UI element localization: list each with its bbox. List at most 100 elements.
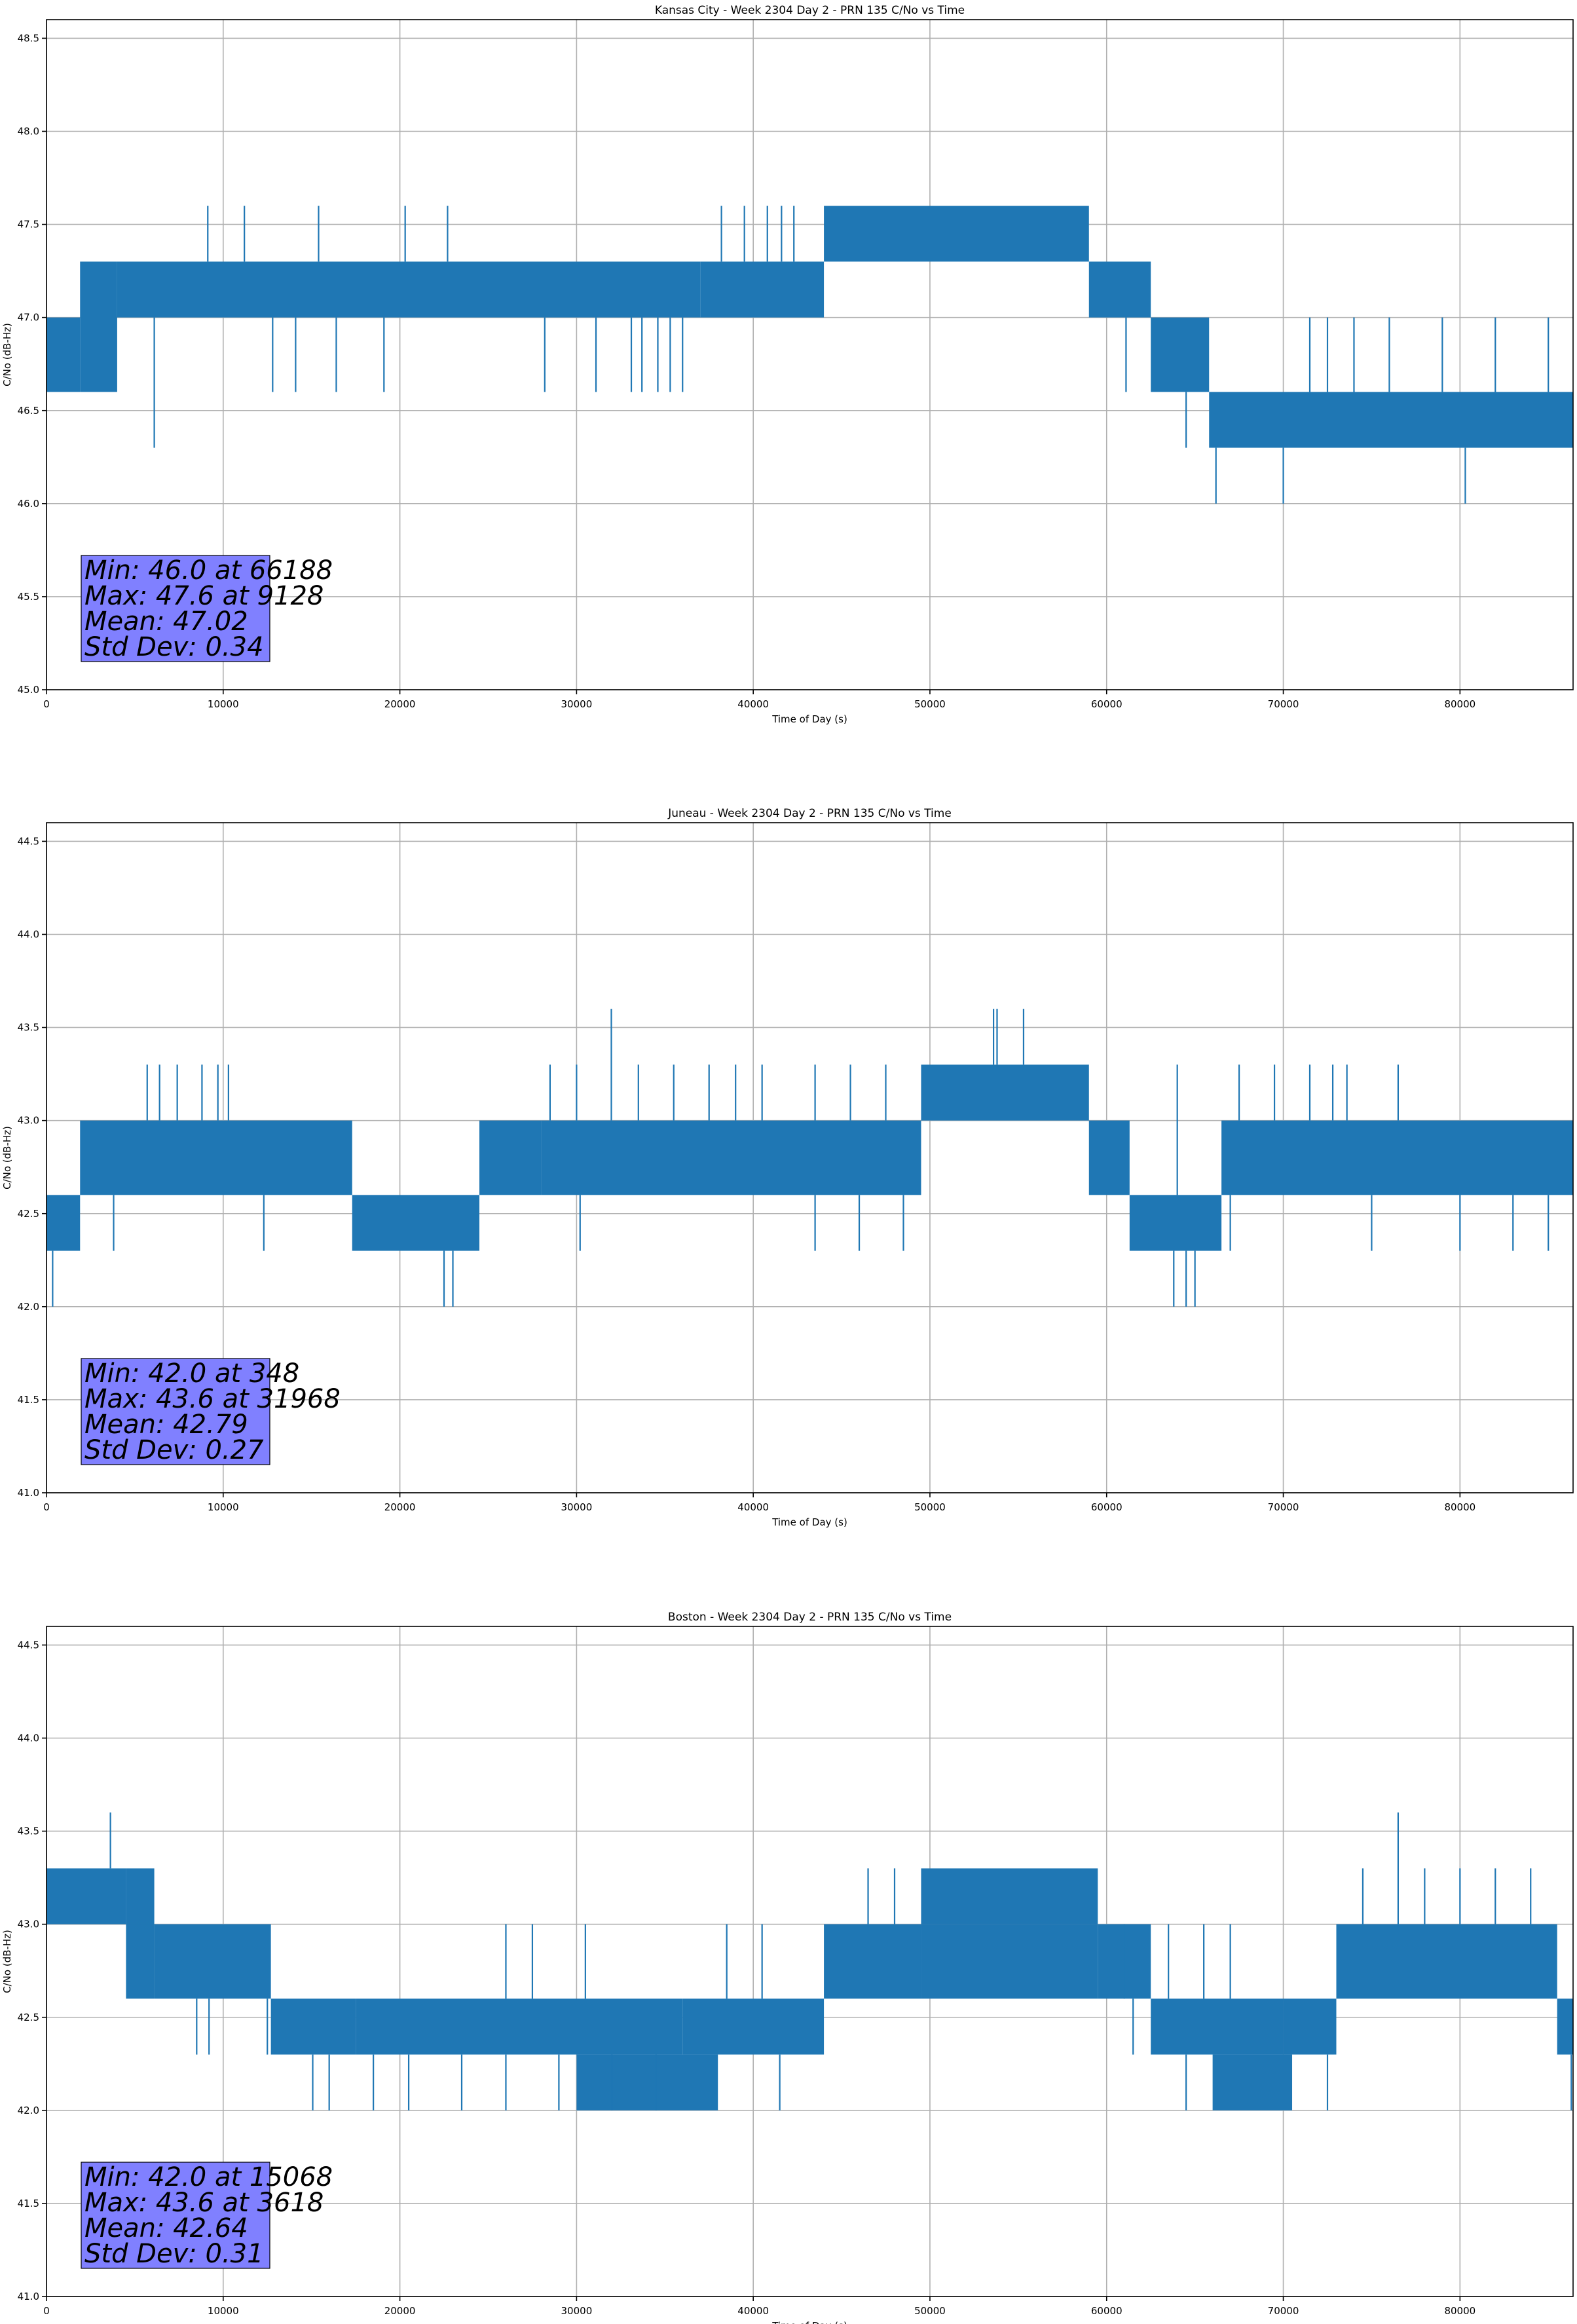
- x-tick-label: 20000: [384, 2305, 416, 2317]
- stats-line: Std Dev: 0.34: [84, 632, 264, 662]
- stats-line: Min: 46.0 at 66188: [84, 555, 333, 586]
- data-band: [356, 1998, 683, 2055]
- y-tick-label: 41.5: [18, 1394, 39, 1406]
- plot-frame: [46, 822, 1574, 1493]
- y-axis-label: C/No (dB-Hz): [1, 323, 13, 386]
- data-band: [479, 1120, 542, 1195]
- y-tick-label: 43.5: [18, 1826, 39, 1837]
- y-tick-label: 47.5: [18, 219, 39, 231]
- stats-line: Mean: 47.02: [84, 607, 248, 637]
- data-band: [921, 1924, 1098, 1999]
- data-band: [117, 261, 701, 318]
- data-band: [1212, 2054, 1293, 2110]
- data-band: [126, 1868, 155, 1999]
- data-series: [46, 1009, 1573, 1307]
- data-band: [46, 1868, 126, 1924]
- x-tick-label: 30000: [561, 2305, 593, 2317]
- stats-line: Max: 43.6 at 31968: [84, 1384, 341, 1414]
- y-tick-label: 44.5: [18, 835, 39, 847]
- stats-line: Min: 42.0 at 348: [84, 1359, 299, 1389]
- x-axis-label: Time of Day (s): [771, 2320, 847, 2324]
- stats-box: [81, 1358, 270, 1465]
- data-band: [921, 1868, 1098, 1924]
- y-tick-label: 41.0: [18, 2291, 39, 2302]
- data-band: [576, 2054, 718, 2110]
- y-axis-label: C/No (dB-Hz): [1, 1126, 13, 1190]
- x-tick-label: 30000: [561, 698, 593, 710]
- y-tick-label: 42.0: [18, 2105, 39, 2116]
- data-band: [80, 261, 117, 392]
- x-tick-label: 10000: [208, 698, 239, 710]
- y-tick-label: 48.5: [18, 32, 39, 44]
- y-tick-label: 42.5: [18, 2012, 39, 2023]
- stats-line: Max: 43.6 at 3618: [84, 2188, 324, 2218]
- x-tick-label: 60000: [1091, 1501, 1122, 1513]
- stats-box: [81, 555, 270, 662]
- data-band: [1336, 1924, 1557, 1999]
- x-tick-label: 50000: [914, 2305, 946, 2317]
- data-band: [352, 1195, 479, 1251]
- data-band: [46, 317, 81, 392]
- data-band: [1209, 392, 1573, 448]
- data-series: [46, 206, 1573, 504]
- chart-title: Boston - Week 2304 Day 2 - PRN 135 C/No …: [668, 1611, 952, 1624]
- data-series: [46, 1812, 1573, 2110]
- x-tick-label: 50000: [914, 1501, 946, 1513]
- data-band: [270, 1998, 356, 2055]
- y-tick-label: 45.0: [18, 684, 39, 696]
- x-tick-label: 40000: [737, 698, 769, 710]
- y-tick-label: 46.0: [18, 498, 39, 510]
- data-band: [154, 1924, 271, 1999]
- x-tick-label: 20000: [384, 698, 416, 710]
- x-tick-label: 70000: [1268, 2305, 1299, 2317]
- x-tick-label: 30000: [561, 1501, 593, 1513]
- stats-line: Mean: 42.79: [84, 1410, 248, 1440]
- x-tick-label: 60000: [1091, 698, 1122, 710]
- y-tick-label: 44.5: [18, 1639, 39, 1651]
- data-band: [1557, 1998, 1573, 2055]
- chart-panel-3: 0 10000 20000 30000 40000 50000 60000 70000 8000…: [1, 1611, 1574, 2324]
- y-tick-label: 44.0: [18, 1733, 39, 1744]
- y-axis-label: C/No (dB-Hz): [1, 1930, 13, 1993]
- data-band: [46, 1195, 81, 1251]
- stats-box: [81, 2162, 270, 2269]
- x-tick-label: 60000: [1091, 2305, 1122, 2317]
- x-tick-label: 10000: [208, 1501, 239, 1513]
- y-tick-label: 45.5: [18, 591, 39, 603]
- y-tick-label: 41.5: [18, 2198, 39, 2209]
- data-band: [1088, 261, 1151, 318]
- x-axis-label: Time of Day (s): [771, 713, 847, 725]
- plot-frame: [46, 1626, 1574, 2297]
- chart-panel-1: 0 10000 20000 30000 40000 50000 60000 70000 8000…: [1, 4, 1574, 725]
- y-tick-label: 44.0: [18, 929, 39, 941]
- data-band: [921, 1064, 1089, 1121]
- y-tick-label: 42.5: [18, 1208, 39, 1220]
- y-tick-label: 43.0: [18, 1919, 39, 1930]
- chart-title: Kansas City - Week 2304 Day 2 - PRN 135 …: [655, 4, 965, 17]
- data-band: [80, 1120, 352, 1195]
- x-tick-label: 0: [43, 698, 50, 710]
- chart-title: Juneau - Week 2304 Day 2 - PRN 135 C/No …: [667, 807, 952, 820]
- stats-line: Min: 42.0 at 15068: [84, 2162, 333, 2192]
- x-tick-label: 40000: [737, 2305, 769, 2317]
- data-band: [1151, 1998, 1284, 2055]
- data-band: [1283, 1998, 1337, 2055]
- y-tick-label: 41.0: [18, 1487, 39, 1499]
- data-band: [824, 1924, 921, 1999]
- plot-frame: [46, 19, 1574, 690]
- data-band: [1129, 1195, 1222, 1251]
- y-tick-label: 48.0: [18, 126, 39, 138]
- data-band: [1088, 1120, 1130, 1195]
- x-tick-label: 70000: [1268, 1501, 1299, 1513]
- y-tick-label: 43.5: [18, 1022, 39, 1034]
- data-band: [1221, 1120, 1573, 1195]
- stats-line: Std Dev: 0.27: [84, 1435, 264, 1465]
- data-band: [700, 261, 825, 318]
- data-band: [1151, 317, 1210, 392]
- x-tick-label: 70000: [1268, 698, 1299, 710]
- x-axis-label: Time of Day (s): [771, 1516, 847, 1528]
- x-tick-label: 10000: [208, 2305, 239, 2317]
- data-band: [682, 1998, 825, 2055]
- data-band: [824, 206, 1089, 262]
